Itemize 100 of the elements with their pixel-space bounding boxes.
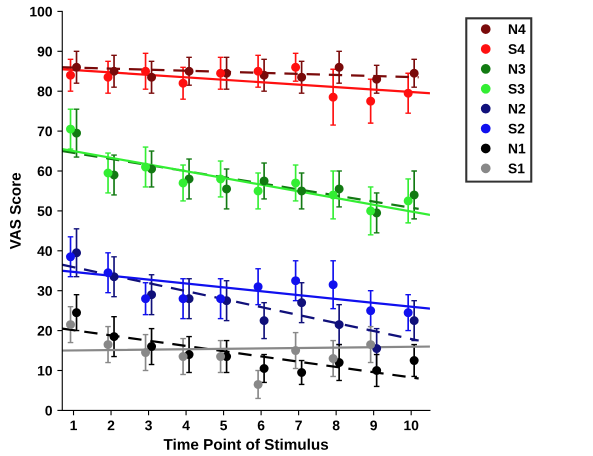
point [410, 190, 419, 200]
point [291, 62, 300, 72]
point [291, 276, 300, 286]
point [334, 184, 344, 194]
legend-label: N1 [508, 144, 526, 154]
y-tick-label: 90 [38, 46, 52, 56]
y-tick-label: 100 [30, 6, 52, 17]
point [184, 174, 194, 184]
point [260, 364, 269, 374]
point [366, 206, 376, 216]
point [404, 88, 413, 98]
x-tick-label: 6 [258, 420, 264, 430]
x-tick-label: 10 [404, 420, 418, 430]
y-tick-label: 10 [38, 366, 52, 376]
point [66, 70, 76, 80]
x-tick-label: 9 [370, 420, 377, 430]
y-axis-title: VAS Score [10, 172, 21, 250]
point [372, 74, 382, 84]
point [72, 128, 82, 138]
point [297, 72, 306, 82]
x-tick-label: 4 [182, 420, 190, 430]
point [178, 78, 188, 88]
point [297, 298, 306, 308]
x-tick-label: 3 [145, 420, 152, 430]
point [254, 186, 263, 196]
x-axis-title: Time Point of Stimulus [164, 438, 328, 450]
point [147, 290, 156, 300]
legend-label: N4 [508, 24, 526, 34]
point [110, 66, 119, 76]
point [410, 68, 419, 78]
point [147, 72, 156, 82]
point [328, 92, 338, 102]
point [184, 66, 194, 76]
legend-label: S4 [508, 44, 525, 54]
point [254, 380, 263, 389]
point [141, 294, 150, 304]
x-tick-label: 7 [295, 420, 302, 430]
point [104, 268, 113, 278]
point [260, 70, 269, 80]
point [404, 308, 413, 318]
point [254, 282, 263, 292]
point [141, 66, 150, 76]
point [260, 316, 269, 326]
legend-label: S3 [508, 84, 524, 94]
x-tick-label: 2 [108, 420, 114, 430]
point [222, 184, 232, 194]
point [104, 168, 113, 178]
point [334, 358, 344, 368]
point [291, 346, 300, 356]
point [178, 178, 188, 188]
y-tick-label: 30 [37, 286, 52, 296]
point [260, 176, 269, 186]
point [216, 294, 226, 304]
point [334, 62, 344, 72]
point [254, 66, 263, 76]
legend-label: N2 [508, 104, 526, 114]
point [147, 342, 156, 352]
legend-label: S1 [508, 164, 525, 174]
point [72, 248, 82, 258]
point [291, 178, 300, 188]
point [66, 320, 76, 330]
point [104, 72, 113, 82]
y-tick-label: 80 [38, 86, 52, 96]
point [366, 306, 376, 316]
point [104, 340, 113, 350]
point [372, 366, 382, 375]
point [328, 190, 338, 200]
point [66, 124, 76, 134]
x-tick-label: 8 [332, 420, 340, 430]
point [328, 354, 338, 364]
point [334, 320, 344, 330]
legend-label: N3 [508, 64, 526, 74]
point [216, 68, 226, 78]
point [297, 368, 306, 377]
y-tick-label: 50 [38, 206, 52, 216]
point [110, 332, 119, 342]
point [297, 186, 306, 196]
y-tick-label: 60 [38, 166, 52, 176]
point [110, 272, 119, 282]
point [178, 294, 188, 304]
point [404, 196, 413, 206]
point [366, 96, 376, 106]
y-tick-label: 70 [38, 126, 52, 136]
point [410, 316, 419, 326]
point [178, 352, 188, 362]
y-tick-label: 40 [37, 246, 52, 256]
x-tick-label: 5 [220, 420, 228, 430]
point [216, 352, 226, 362]
x-tick-label: 1 [70, 420, 77, 430]
point [72, 308, 82, 318]
point [72, 62, 82, 72]
point [328, 280, 338, 290]
legend-label: S2 [508, 124, 524, 134]
point [366, 340, 376, 350]
point [66, 252, 76, 262]
point [141, 162, 150, 172]
point [410, 356, 419, 366]
point [141, 348, 150, 358]
y-tick-label: 20 [38, 326, 52, 336]
y-tick-label: 0 [45, 406, 52, 416]
